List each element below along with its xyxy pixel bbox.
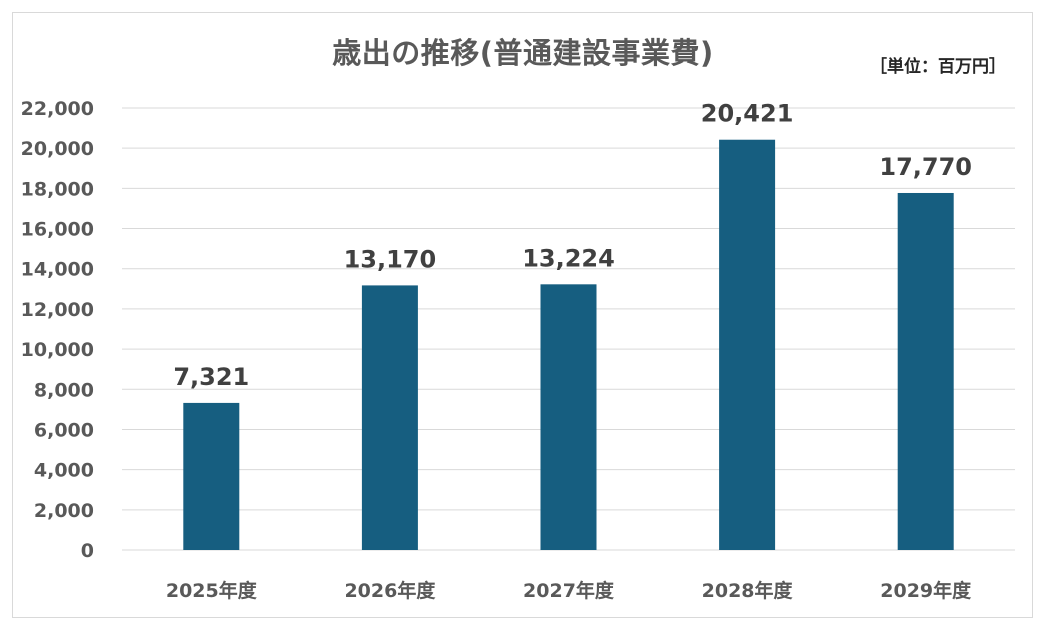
data-label: 17,770 <box>879 153 972 181</box>
y-tick-label: 22,000 <box>21 98 94 120</box>
y-tick-label: 4,000 <box>34 460 94 482</box>
y-tick-label: 6,000 <box>34 419 94 441</box>
data-label: 7,321 <box>173 363 249 391</box>
x-tick-label: 2029年度 <box>880 579 972 602</box>
x-tick-label: 2026年度 <box>344 579 436 602</box>
bar <box>361 285 418 550</box>
chart-frame <box>12 12 1033 618</box>
unit-label: ［単位：百万円］ <box>870 57 1006 77</box>
x-tick-label: 2027年度 <box>523 579 615 602</box>
y-tick-label: 20,000 <box>21 138 94 160</box>
y-tick-label: 2,000 <box>34 500 94 522</box>
data-label: 13,170 <box>344 245 437 273</box>
bar <box>719 139 776 550</box>
y-tick-label: 8,000 <box>34 379 94 401</box>
chart-title: 歳出の推移(普通建設事業費) <box>332 36 714 70</box>
x-tick-label: 2028年度 <box>702 579 794 602</box>
y-tick-label: 12,000 <box>21 299 94 321</box>
y-tick-label: 14,000 <box>21 259 94 281</box>
data-label: 13,224 <box>522 244 615 272</box>
y-tick-label: 10,000 <box>21 339 94 361</box>
y-tick-label: 16,000 <box>21 219 94 241</box>
x-tick-label: 2025年度 <box>166 579 258 602</box>
data-label: 20,421 <box>701 100 794 128</box>
bar <box>183 402 240 550</box>
y-tick-label: 18,000 <box>21 178 94 200</box>
bar <box>540 284 597 550</box>
bar <box>897 192 954 550</box>
y-tick-label: 0 <box>81 540 94 562</box>
